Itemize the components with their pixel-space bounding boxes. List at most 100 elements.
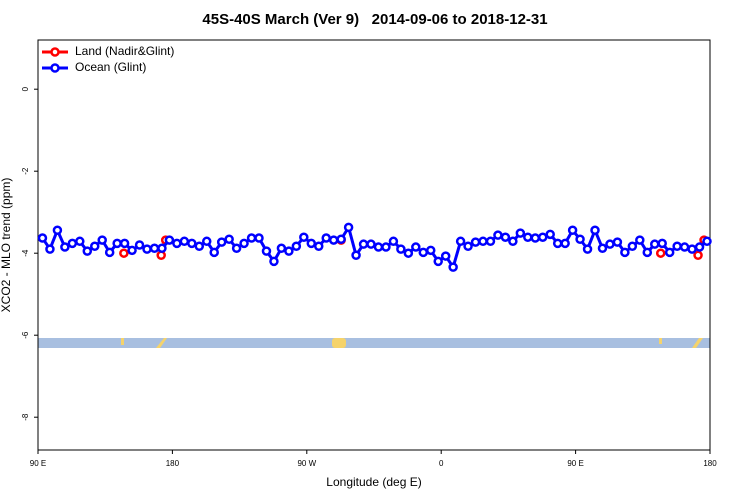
data-point	[605, 239, 615, 249]
chart-title: 45S-40S March (Ver 9) 2014-09-06 to 2018…	[202, 11, 547, 28]
data-point	[67, 238, 78, 249]
x-tick-label: 90 E	[30, 459, 46, 468]
data-point	[635, 235, 645, 245]
data-point	[112, 238, 122, 249]
legend-label: Ocean (Glint)	[75, 60, 146, 74]
data-point	[388, 236, 399, 247]
data-point	[254, 233, 264, 243]
data-point	[530, 233, 541, 243]
data-point	[642, 247, 653, 258]
data-point	[560, 238, 570, 249]
data-point	[455, 236, 466, 247]
legend-label: Land (Nadir&Glint)	[75, 44, 174, 58]
land-patch	[121, 338, 124, 345]
data-point	[523, 232, 533, 242]
data-point	[597, 243, 608, 254]
data-point	[694, 242, 705, 252]
data-point	[351, 250, 361, 260]
data-point	[142, 244, 152, 254]
data-point	[172, 238, 182, 249]
data-point	[418, 247, 429, 258]
data-point	[403, 248, 414, 258]
land-patch	[332, 338, 346, 348]
data-point	[291, 241, 302, 251]
data-point	[627, 241, 638, 251]
data-point	[590, 225, 600, 235]
data-point	[119, 248, 129, 258]
data-point	[89, 241, 100, 251]
data-point	[679, 242, 690, 252]
data-point	[470, 237, 481, 247]
data-point	[440, 251, 451, 261]
data-point	[179, 236, 190, 247]
y-tick-label: 0	[21, 86, 30, 91]
data-point	[321, 233, 331, 243]
data-point	[239, 238, 249, 249]
y-tick-label: -4	[21, 249, 30, 257]
data-point	[655, 248, 666, 258]
data-point	[500, 232, 511, 242]
y-axis-label: XCO2 - MLO trend (ppm)	[0, 178, 13, 313]
data-point	[119, 238, 130, 249]
y-tick-label: -2	[21, 167, 30, 175]
land-patch	[692, 338, 703, 348]
data-point	[52, 225, 63, 235]
x-tick-label: 90 W	[297, 459, 316, 468]
data-point	[269, 256, 279, 267]
x-tick-label: 180	[166, 459, 180, 468]
data-point	[358, 239, 369, 249]
data-point	[157, 243, 167, 254]
data-point	[216, 237, 227, 247]
data-point	[575, 234, 585, 245]
legend-marker	[50, 47, 60, 57]
data-point	[75, 236, 85, 247]
data-point	[97, 235, 107, 245]
surface-band	[38, 338, 710, 348]
data-point	[37, 233, 48, 243]
data-point	[649, 239, 660, 249]
data-point	[582, 244, 593, 254]
data-point	[261, 246, 272, 256]
data-point	[687, 244, 697, 254]
data-point	[373, 242, 384, 252]
data-point	[366, 239, 376, 249]
data-point	[104, 247, 115, 258]
data-point	[60, 242, 70, 252]
data-point	[231, 243, 242, 254]
ocean-band	[38, 338, 710, 348]
data-point	[149, 243, 160, 254]
data-point	[209, 247, 219, 258]
data-point	[657, 238, 667, 249]
data-point	[478, 236, 488, 247]
y-tick-label: -6	[21, 331, 30, 339]
data-point	[702, 236, 712, 247]
data-point	[224, 234, 234, 245]
data-point	[664, 247, 675, 258]
x-tick-label: 90 E	[567, 459, 583, 468]
data-point	[612, 237, 623, 247]
data-point	[343, 222, 354, 233]
data-point	[336, 234, 346, 245]
x-tick-label: 0	[439, 459, 444, 468]
data-point	[396, 244, 406, 254]
data-point	[508, 236, 518, 247]
data-point	[328, 235, 339, 245]
data-point	[306, 238, 317, 249]
land-patch	[156, 338, 167, 348]
data-point	[194, 241, 205, 251]
y-tick-label: -8	[21, 413, 30, 421]
data-point	[201, 236, 212, 247]
data-point	[276, 243, 287, 254]
data-point	[246, 233, 257, 243]
data-point	[693, 250, 703, 260]
data-point	[127, 245, 137, 256]
data-point	[448, 262, 458, 272]
data-point	[411, 242, 421, 252]
data-point	[672, 241, 682, 251]
data-point	[299, 232, 309, 242]
data-point	[537, 232, 548, 242]
x-tick-label: 180	[703, 459, 717, 468]
data-point	[82, 246, 93, 256]
data-point	[381, 242, 391, 252]
